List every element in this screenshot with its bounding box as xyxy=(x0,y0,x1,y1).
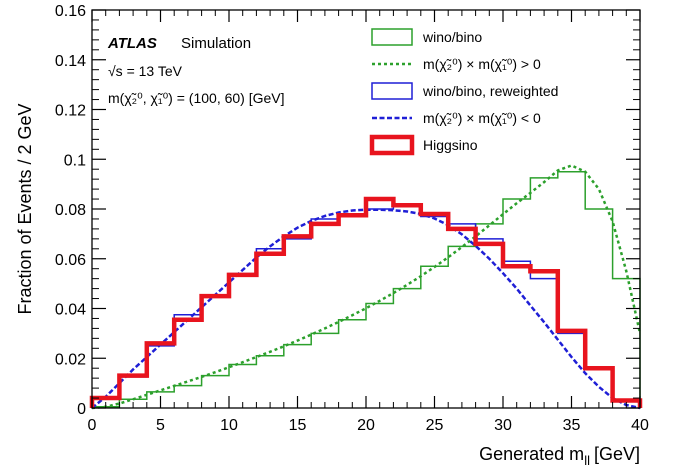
series-1-curve xyxy=(91,164,642,410)
legend-label-0: wino/bino xyxy=(422,29,482,45)
y-axis-title: Fraction of Events / 2 GeV xyxy=(15,103,35,314)
x-tick-label: 35 xyxy=(563,417,581,434)
x-tick-label: 10 xyxy=(220,417,238,434)
plot-data-layer xyxy=(89,164,643,410)
legend: wino/bino m(χ̃₂⁰) × m(χ̃₁⁰) > 0 wino/bino,… xyxy=(369,28,558,156)
y-tick-label: 0.12 xyxy=(55,103,86,120)
x-axis-title-unit: [GeV] xyxy=(594,444,640,464)
y-tick-label: 0.06 xyxy=(55,252,86,269)
legend-swatch-0 xyxy=(371,28,413,46)
legend-label-4: Higgsino xyxy=(423,137,478,153)
x-tick-label: 15 xyxy=(289,417,307,434)
x-axis-title: Generated mll [GeV] xyxy=(479,444,640,468)
legend-swatch-4 xyxy=(369,134,415,156)
atlas-label-group: ATLAS Simulation √s = 13 TeV m(χ̃₂⁰, χ̃₁… xyxy=(107,35,285,106)
masses-label: m(χ̃₂⁰, χ̃₁⁰) = (100, 60) [GeV] xyxy=(108,90,285,106)
x-tick-label: 40 xyxy=(631,417,649,434)
energy-label: √s = 13 TeV xyxy=(108,63,183,79)
x-tick-label: 25 xyxy=(426,417,444,434)
x-tick-label: 20 xyxy=(357,417,375,434)
axes-layer: 0 5 10 15 20 25 30 35 40 0 0.02 0.04 0.06 0.08 0.1 0.12… xyxy=(55,3,649,434)
legend-label-2: wino/bino, reweighted xyxy=(422,83,558,99)
x-tick-label: 0 xyxy=(88,417,97,434)
x-axis-title-subscript: ll xyxy=(584,453,590,468)
simulation-label: Simulation xyxy=(181,35,251,52)
x-axis-title-main: Generated m xyxy=(479,444,584,464)
atlas-label: ATLAS xyxy=(107,35,157,52)
y-tick-label: 0.08 xyxy=(55,202,86,219)
y-tick-label: 0 xyxy=(77,401,86,418)
y-tick-label: 0.14 xyxy=(55,53,86,70)
legend-label-1: m(χ̃₂⁰) × m(χ̃₁⁰) > 0 xyxy=(423,56,541,72)
x-tick-label: 5 xyxy=(156,417,165,434)
y-tick-label: 0.04 xyxy=(55,302,86,319)
y-tick-label: 0.1 xyxy=(64,152,86,169)
series-4-histogram xyxy=(89,196,643,408)
y-tick-label: 0.02 xyxy=(55,351,86,368)
x-tick-label: 30 xyxy=(494,417,512,434)
y-tick-label: 0.16 xyxy=(55,3,86,20)
legend-label-3: m(χ̃₂⁰) × m(χ̃₁⁰) < 0 xyxy=(423,110,541,126)
legend-swatch-2 xyxy=(371,82,413,100)
